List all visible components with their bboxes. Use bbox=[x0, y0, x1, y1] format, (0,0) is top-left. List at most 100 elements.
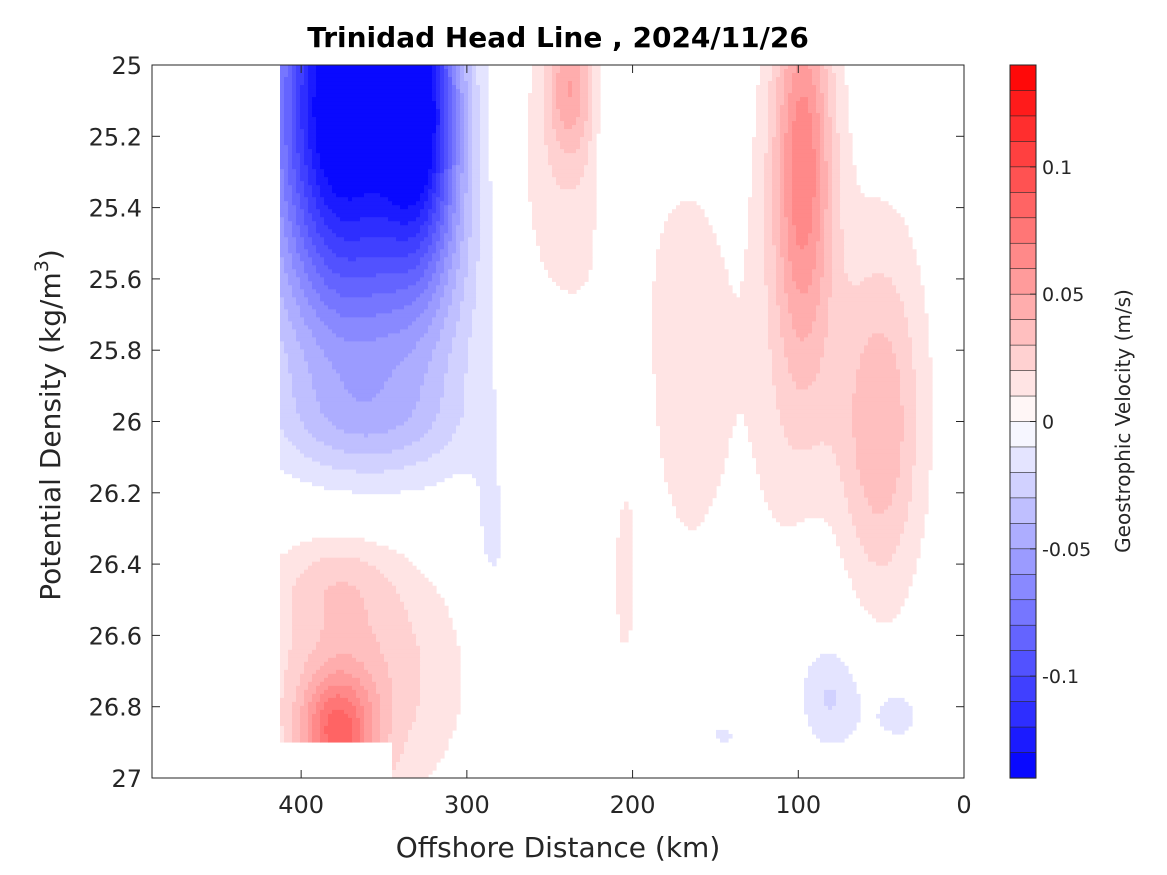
contour-cell bbox=[780, 305, 789, 310]
contour-cell bbox=[468, 185, 473, 190]
contour-cell bbox=[280, 593, 293, 599]
contour-cell bbox=[448, 145, 453, 150]
contour-cell bbox=[448, 129, 453, 134]
contour-cell bbox=[776, 109, 781, 114]
contour-cell bbox=[296, 297, 309, 302]
contour-cell bbox=[312, 725, 321, 731]
contour-cell bbox=[440, 77, 445, 82]
contour-cell bbox=[316, 269, 333, 274]
contour-cell bbox=[796, 109, 809, 114]
contour-cell bbox=[836, 125, 849, 130]
contour-cell bbox=[280, 641, 293, 647]
contour-cell bbox=[280, 633, 293, 639]
contour-cell bbox=[416, 217, 429, 222]
contour-cell bbox=[300, 737, 309, 743]
contour-cell bbox=[364, 717, 373, 723]
contour-cell bbox=[820, 65, 825, 70]
contour-cell bbox=[764, 489, 845, 495]
contour-cell bbox=[388, 673, 421, 679]
contour-cell bbox=[300, 165, 309, 170]
contour-cell bbox=[788, 301, 821, 306]
contour-cell bbox=[756, 469, 841, 475]
contour-cell bbox=[452, 141, 457, 146]
contour-cell bbox=[552, 113, 561, 118]
contour-cell bbox=[812, 269, 825, 274]
contour-cell bbox=[840, 209, 897, 214]
contour-cell bbox=[860, 597, 905, 603]
contour-cell bbox=[368, 689, 377, 695]
contour-cell bbox=[456, 205, 461, 210]
contour-cell bbox=[660, 237, 717, 242]
contour-cell bbox=[316, 221, 325, 226]
contour-cell bbox=[420, 393, 445, 399]
contour-cell bbox=[848, 573, 913, 579]
contour-cell bbox=[820, 133, 825, 138]
contour-cell bbox=[832, 213, 841, 218]
contour-cell bbox=[416, 297, 433, 302]
contour-cell bbox=[464, 161, 469, 166]
contour-cell bbox=[360, 737, 365, 743]
contour-cell bbox=[892, 557, 917, 563]
contour-cell bbox=[912, 365, 933, 371]
contour-cell bbox=[772, 137, 781, 142]
contour-cell bbox=[856, 465, 901, 471]
contour-cell bbox=[296, 577, 389, 583]
contour-cell bbox=[792, 445, 813, 451]
contour-cell bbox=[900, 397, 917, 403]
contour-cell bbox=[820, 193, 829, 198]
contour-cell bbox=[284, 681, 301, 687]
contour-cell bbox=[328, 685, 353, 691]
contour-cell bbox=[472, 213, 481, 218]
contour-cell bbox=[616, 565, 633, 571]
contour-cell bbox=[916, 381, 933, 387]
contour-cell bbox=[792, 73, 813, 78]
contour-cell bbox=[280, 257, 285, 262]
contour-cell bbox=[280, 673, 285, 679]
contour-cell bbox=[468, 137, 473, 142]
contour-cell bbox=[756, 89, 769, 94]
contour-cell bbox=[904, 421, 917, 427]
contour-cell bbox=[472, 329, 493, 334]
contour-cell bbox=[316, 77, 433, 82]
contour-cell bbox=[452, 133, 457, 138]
contour-cell bbox=[464, 69, 473, 74]
contour-cell bbox=[532, 69, 545, 74]
contour-cell bbox=[832, 281, 853, 286]
contour-cell bbox=[784, 157, 793, 162]
contour-cell bbox=[408, 729, 453, 735]
contour-cell bbox=[324, 241, 421, 246]
contour-cell bbox=[756, 105, 769, 110]
contour-cell bbox=[816, 377, 857, 383]
contour-cell bbox=[316, 177, 329, 182]
contour-cell bbox=[744, 273, 765, 278]
contour-cell bbox=[280, 449, 301, 455]
contour-cell bbox=[780, 413, 853, 419]
contour-cell bbox=[856, 529, 905, 535]
contour-cell bbox=[452, 237, 457, 242]
contour-cell bbox=[876, 617, 893, 623]
contour-cell bbox=[780, 229, 789, 234]
y-tick-label: 26.2 bbox=[89, 480, 142, 508]
contour-cell bbox=[420, 661, 461, 667]
contour-cell bbox=[448, 441, 497, 447]
contour-cell bbox=[788, 101, 797, 106]
contour-cell bbox=[460, 221, 465, 226]
contour-cell bbox=[912, 469, 929, 475]
contour-cell bbox=[280, 189, 285, 194]
contour-cell bbox=[444, 105, 449, 110]
contour-cell bbox=[872, 505, 889, 511]
contour-cell bbox=[320, 157, 433, 162]
contour-cell bbox=[808, 97, 817, 102]
contour-cell bbox=[420, 293, 433, 298]
contour-cell bbox=[580, 177, 597, 182]
contour-cell bbox=[816, 153, 821, 158]
contour-cell bbox=[292, 253, 301, 258]
contour-cell bbox=[620, 513, 633, 519]
contour-cell bbox=[280, 249, 289, 254]
contour-cell bbox=[560, 69, 581, 74]
contour-cell bbox=[812, 381, 857, 387]
contour-cell bbox=[428, 209, 437, 214]
contour-cell bbox=[772, 153, 781, 158]
contour-cell bbox=[840, 205, 893, 210]
contour-cell bbox=[456, 81, 461, 86]
